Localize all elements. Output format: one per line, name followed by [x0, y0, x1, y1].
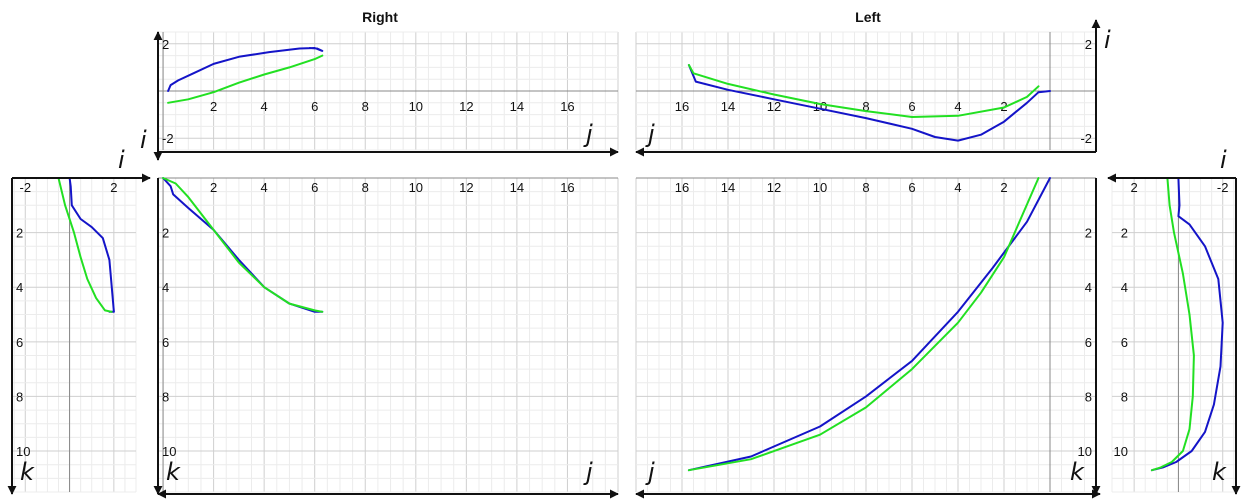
- x-tick-label: 4: [954, 99, 961, 114]
- axis-label-right-j: j: [583, 120, 593, 148]
- series-green-line: [163, 178, 322, 312]
- panel-right_jk: 2 4 6 8 10 12 14 16 2 4 6 8 10: [158, 178, 618, 492]
- x-tick-label: 12: [459, 99, 473, 114]
- y-tick-label: 2: [162, 226, 169, 241]
- y-tick-label: -2: [162, 131, 174, 146]
- x-tick-label: 2: [210, 180, 217, 195]
- y-tick-label: 10: [162, 444, 176, 459]
- x-tick-label: 12: [459, 180, 473, 195]
- y-tick-label: 2: [162, 37, 169, 52]
- y-tick-label: 10: [1078, 444, 1092, 459]
- y-tick-label: 8: [1121, 389, 1128, 404]
- y-tick-label: 4: [16, 280, 23, 295]
- axis-label-right-ik-k: k: [20, 458, 35, 486]
- y-tick-label: 2: [16, 226, 23, 241]
- series-green-line: [59, 178, 112, 312]
- x-tick-label: 16: [675, 180, 689, 195]
- x-tick-label: 14: [721, 180, 735, 195]
- series-blue-line: [163, 178, 322, 312]
- title-right: Right: [362, 9, 398, 25]
- x-tick-label: -2: [1217, 180, 1229, 195]
- x-tick-label: 6: [311, 180, 318, 195]
- y-tick-label: 2: [1085, 37, 1092, 52]
- x-tick-label: 16: [560, 99, 574, 114]
- series-green-line: [689, 178, 1039, 470]
- y-tick-label: 10: [1114, 444, 1128, 459]
- axis-label-left-ik-i: i: [1220, 146, 1227, 174]
- panel-left_jk: 16 14 12 10 8 6 4 2 2 4 6 8 10: [636, 178, 1096, 492]
- y-tick-label: 8: [16, 389, 23, 404]
- x-tick-label: 14: [721, 99, 735, 114]
- x-tick-label: 12: [767, 180, 781, 195]
- y-tick-label: -2: [1080, 131, 1092, 146]
- x-tick-label: 4: [954, 180, 961, 195]
- y-tick-label: 8: [162, 389, 169, 404]
- y-tick-label: 2: [1085, 226, 1092, 241]
- x-tick-label: 6: [908, 180, 915, 195]
- panel-right_ij: 2 4 6 8 10 12 14 16 -2 2: [158, 32, 618, 150]
- y-tick-label: 6: [1085, 335, 1092, 350]
- x-tick-label: 10: [409, 99, 423, 114]
- x-tick-label: 6: [908, 99, 915, 114]
- panel-left_ij: 16 14 12 10 8 6 4 22-2: [636, 32, 1096, 150]
- panel-left_ik: 2 -2 2 4 6 8 10: [1112, 178, 1236, 492]
- series-blue-line: [168, 48, 322, 91]
- y-tick-label: 6: [162, 335, 169, 350]
- title-left: Left: [855, 9, 881, 25]
- x-tick-label: 2: [210, 99, 217, 114]
- panel-right_ik: -2 2 2 4 6 8 10: [12, 178, 136, 492]
- axis-label-left-jk-k: k: [1070, 458, 1085, 486]
- x-tick-label: 14: [510, 180, 524, 195]
- x-tick-label: -2: [20, 180, 32, 195]
- axis-label-left-ik-k: k: [1212, 458, 1227, 486]
- x-tick-label: 8: [362, 180, 369, 195]
- x-tick-label: 8: [862, 180, 869, 195]
- axis-label-right-jk-j: j: [583, 458, 593, 486]
- x-tick-label: 8: [362, 99, 369, 114]
- axis-label-right-ik-i: i: [118, 146, 125, 174]
- y-tick-label: 4: [1121, 280, 1128, 295]
- x-tick-label: 14: [510, 99, 524, 114]
- y-tick-label: 10: [16, 444, 30, 459]
- y-tick-label: 4: [1085, 280, 1092, 295]
- x-tick-label: 6: [311, 99, 318, 114]
- y-tick-label: 2: [1121, 226, 1128, 241]
- x-tick-label: 4: [261, 180, 268, 195]
- axis-label-left-j: j: [645, 120, 655, 148]
- y-tick-label: 6: [16, 335, 23, 350]
- y-tick-label: 6: [1121, 335, 1128, 350]
- x-tick-label: 16: [560, 180, 574, 195]
- x-tick-label: 10: [813, 180, 827, 195]
- x-tick-label: 16: [675, 99, 689, 114]
- x-tick-label: 4: [261, 99, 268, 114]
- series-blue-line: [689, 178, 1050, 470]
- x-tick-label: 2: [1131, 180, 1138, 195]
- x-tick-label: 2: [1000, 180, 1007, 195]
- axis-label-left-i: i: [1104, 26, 1111, 54]
- axis-label-right-jk-k: k: [166, 458, 181, 486]
- axis-label-right-i: i: [140, 126, 147, 154]
- x-tick-label: 2: [110, 180, 117, 195]
- axis-label-left-jk-j: j: [645, 458, 655, 486]
- y-tick-label: 4: [162, 280, 169, 295]
- y-tick-label: 8: [1085, 389, 1092, 404]
- x-tick-label: 10: [813, 99, 827, 114]
- x-tick-label: 10: [409, 180, 423, 195]
